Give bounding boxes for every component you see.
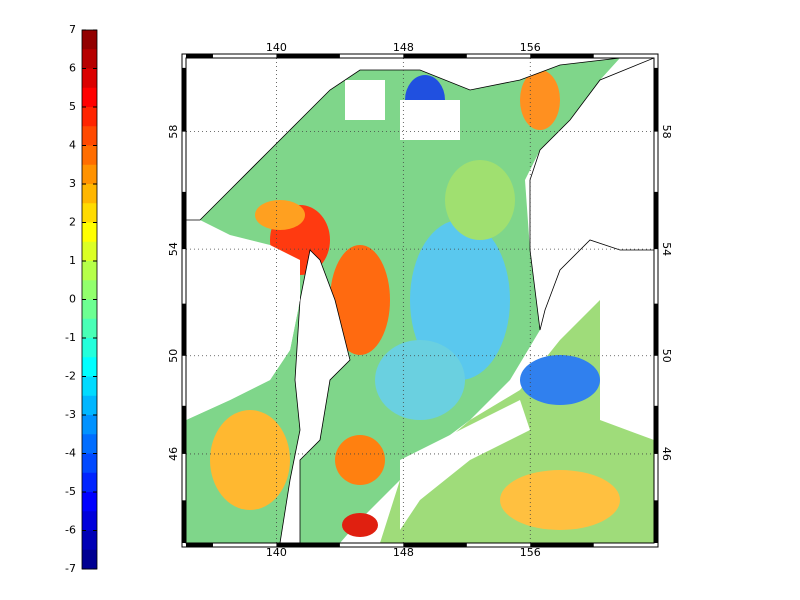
frame-segment (182, 500, 186, 543)
colorbar-band (82, 357, 97, 377)
frame-segment (403, 543, 467, 547)
colorbar-band (82, 415, 97, 435)
colorbar-tick-label: 3 (69, 177, 76, 190)
frame-segment (654, 303, 658, 356)
colorbar-tick-label: -5 (65, 485, 76, 498)
colorbar-tick-label: 0 (69, 293, 76, 306)
lat-tick-label: 50 (660, 349, 673, 363)
colorbar-band (82, 492, 97, 512)
colorbar-band (82, 376, 97, 397)
lat-tick-label: 54 (660, 242, 673, 256)
colorbar-band (82, 338, 97, 358)
frame-segment (530, 54, 594, 58)
frame-segment (276, 54, 340, 58)
frame-segment (186, 54, 213, 58)
colorbar-band (82, 107, 97, 127)
colorbar-band (82, 126, 97, 146)
colorbar-band (82, 453, 97, 474)
colorbar-band (82, 511, 97, 531)
colorbar-band (82, 261, 97, 281)
colorbar-tick-label: -6 (65, 524, 76, 537)
colorbar-band (82, 434, 97, 454)
frame-segment (182, 67, 186, 132)
frame-segment (654, 67, 658, 132)
lon-tick-label: 148 (393, 546, 414, 559)
colorbar-tick-label: -4 (65, 447, 76, 460)
colorbar-tick-label: 5 (69, 100, 76, 113)
frame-segment (654, 191, 658, 250)
colorbar-band (82, 68, 97, 89)
lon-tick-label: 156 (520, 41, 541, 54)
frame-segment (182, 303, 186, 356)
lat-tick-label: 54 (167, 242, 180, 256)
colorbar-tick-label: -3 (65, 408, 76, 421)
lon-tick-label: 148 (393, 41, 414, 54)
lat-tick-label: 50 (167, 349, 180, 363)
colorbar-band (82, 395, 97, 416)
colorbar-band (82, 280, 97, 300)
lat-tick-label: 58 (660, 125, 673, 139)
lat-tick-label: 46 (660, 447, 673, 461)
colorbar-tick-label: -7 (65, 562, 76, 575)
lon-tick-label: 140 (266, 41, 287, 54)
colorbar-band (82, 299, 97, 320)
colorbar-band (82, 203, 97, 223)
frame-segment (182, 191, 186, 250)
frame-segment (182, 405, 186, 454)
colorbar-band (82, 472, 97, 493)
colorbar-band (82, 530, 97, 551)
colorbar-band (82, 549, 97, 570)
colorbar-tick-label: -1 (65, 331, 76, 344)
lon-tick-label: 140 (266, 546, 287, 559)
lat-tick-label: 58 (167, 125, 180, 139)
colorbar-tick-label: -2 (65, 370, 76, 383)
colorbar-band (82, 164, 97, 185)
frame-segment (654, 500, 658, 543)
colorbar-band (82, 145, 97, 166)
sst-anomaly-field (186, 58, 654, 543)
frame-segment (276, 543, 340, 547)
frame-segment (403, 54, 467, 58)
lat-tick-label: 46 (167, 447, 180, 461)
map-frame (181, 53, 659, 548)
colorbar-tick-label: 2 (69, 216, 76, 229)
frame-segment (186, 543, 213, 547)
colorbar-tick-label: 1 (69, 254, 76, 267)
frame-segment (530, 543, 594, 547)
colorbar-band (82, 30, 97, 50)
lon-tick-label: 156 (520, 546, 541, 559)
colorbar-band (82, 241, 97, 262)
colorbar-band (82, 49, 97, 69)
colorbar-band (82, 184, 97, 204)
colorbar-band (82, 318, 97, 339)
colorbar-band (82, 87, 97, 108)
colorbar-tick-label: 4 (69, 139, 76, 152)
colorbar-band (82, 222, 97, 243)
colorbar-tick-label: 6 (69, 62, 76, 75)
colorbar-tick-label: 7 (69, 23, 76, 36)
frame-segment (654, 405, 658, 454)
